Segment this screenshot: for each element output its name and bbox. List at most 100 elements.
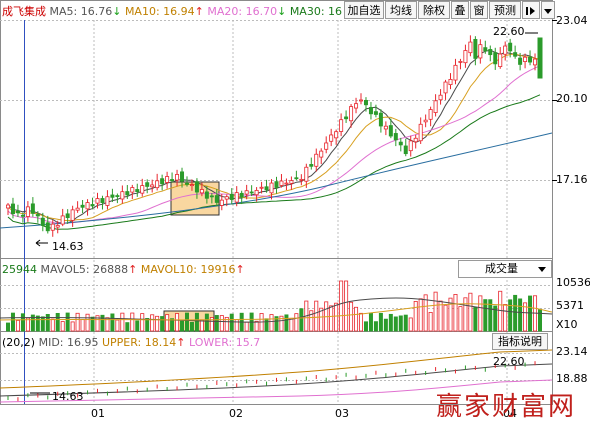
candle [488,49,493,56]
candle [433,100,438,113]
watermark: 赢家财富网 [436,392,577,422]
volume-bar [40,316,45,332]
volume-bar [488,299,493,332]
volume-bar [493,305,498,332]
add-watchlist-button[interactable]: 加自选 [344,1,384,19]
candle [35,214,40,217]
forecast-button[interactable]: 预测 [489,1,521,19]
boll-upper-line [0,349,553,389]
pin-button[interactable] [522,1,540,19]
volume-bar [105,317,110,332]
price-axis-top: 23.04 [556,14,588,27]
volume-bar [289,317,294,332]
ma5-line [7,49,541,224]
price-high-label: 22.60 [493,25,525,38]
candle [75,207,80,211]
candle [244,190,249,195]
volume-bar [329,305,334,332]
x-axis-label-01: 01 [91,407,105,420]
volume-bar [319,307,324,332]
ma60-line [0,132,553,229]
candle [508,42,513,52]
x-axis-label-02: 02 [229,407,243,420]
stock-name: 成飞集成 [2,5,46,18]
volume-bar [120,312,125,332]
volume-bar [463,297,468,332]
candle [90,204,95,207]
volume-bar [90,316,95,332]
indicator-help-button[interactable]: 指标说明 [492,333,548,350]
price-axis-low: 17.16 [556,173,588,186]
window-button[interactable]: 窗 [470,1,488,19]
volume-bar [6,322,11,332]
volume-bar [314,300,319,332]
toolbar-dropdown-button[interactable] [541,1,555,19]
ma-button[interactable]: 均线 [385,1,417,19]
candle [458,61,463,63]
candle [354,103,359,109]
candle [214,195,219,203]
boll-mid: MID: 16.95 [38,336,99,349]
candle [165,176,170,183]
candle [473,39,478,59]
overlay-button[interactable]: 叠 [451,1,469,19]
candle [160,178,165,185]
candle [6,204,11,209]
volume-unit: X10 [556,318,578,331]
volume-bar [100,314,105,332]
volume-bar [20,313,25,332]
volume-bar [180,320,185,332]
volume-indicator-select[interactable]: 成交量 [458,260,552,278]
volume-bar [145,318,150,332]
candle [373,111,378,115]
candle [209,195,214,198]
candle [145,182,150,187]
candle [70,209,75,221]
candle [398,141,403,146]
volume-bar [339,280,344,332]
dropdown-icon [544,9,552,14]
candle [15,210,20,214]
volume-bar [175,313,180,332]
mavol10-label: MAVOL10: 19916 [140,263,236,276]
candle [448,79,453,86]
volume-bar [229,313,234,332]
candle [309,164,314,167]
candle [453,64,458,81]
candle [503,45,508,55]
volume-bar [279,315,284,332]
volume-bar [219,315,224,332]
price-header: 成飞集成 MA5: 16.76↓ MA10: 16.94↑ MA20: 16.7… [2,3,342,19]
volume-bar [538,308,543,332]
volume-bar [189,321,194,332]
boll-high-label: 22.60 [493,355,525,368]
volume-bar [30,314,35,332]
volume-bar [448,297,453,332]
x-axis-label-04: 04 [503,407,517,420]
candles [6,35,543,237]
volume-bar [418,298,423,332]
volume-bar [403,314,408,332]
mavol5-label: MAVOL5: 26888 [40,263,129,276]
volume-bar [274,316,279,332]
candle [259,186,264,189]
ma20-arrow-icon: ↓ [277,5,287,18]
candle [523,56,528,62]
boll-upper: UPPER: 18.14 [101,336,177,349]
candle [279,180,284,186]
candle [110,194,115,198]
candle [175,174,180,181]
candle [528,56,533,63]
volume-bar [383,318,388,332]
volume-bar [408,317,413,332]
candle [95,198,100,204]
candle [234,192,239,203]
exright-button[interactable]: 除权 [418,1,450,19]
volume-axis-mid: 5371 [556,299,584,312]
candle [10,203,15,215]
volume-bar [423,294,428,332]
candle [239,192,244,198]
candle [393,133,398,141]
volume-bar [363,321,368,332]
volume-bar [453,294,458,332]
